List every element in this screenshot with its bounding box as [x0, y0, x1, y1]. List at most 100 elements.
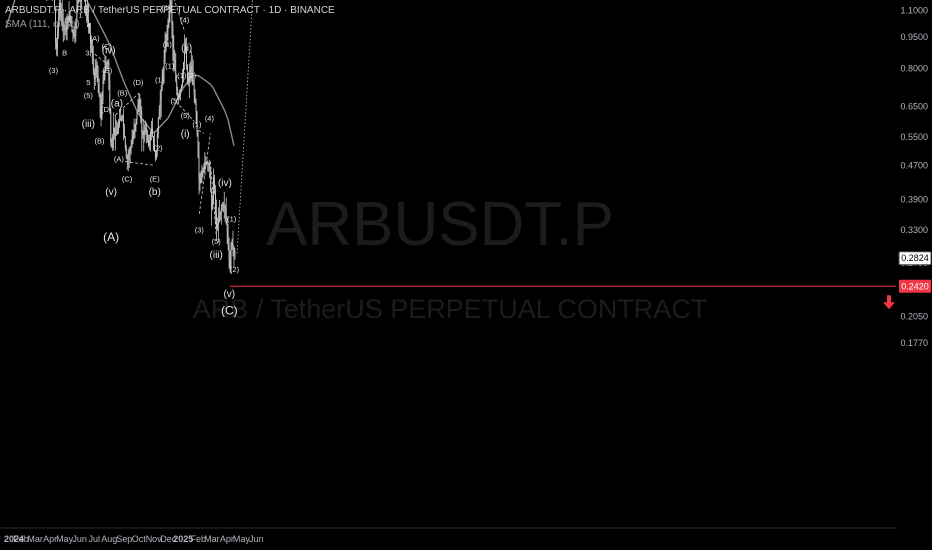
candle-body — [205, 162, 207, 163]
candle-body — [100, 109, 102, 119]
candle-body — [96, 65, 98, 75]
candle-body — [148, 139, 150, 146]
candle-body — [117, 129, 118, 134]
wave-label: (b) — [149, 187, 161, 198]
support-price-badge-text: 0.2420 — [901, 281, 929, 291]
candle-body — [175, 70, 177, 81]
candle-body — [209, 164, 211, 171]
candle-body — [179, 92, 181, 95]
candle-body — [196, 112, 198, 133]
wave-label: 3 — [85, 48, 89, 57]
time-tick-label: Apr — [220, 534, 234, 544]
candle-body — [216, 213, 217, 229]
candle-body — [133, 130, 135, 136]
time-tick-label: 2024 — [4, 534, 24, 544]
candle-body — [229, 260, 231, 268]
wave-label: (1) — [177, 71, 187, 80]
candle-body — [226, 218, 228, 232]
time-tick-label: Jun — [72, 534, 87, 544]
wave-label: (C) — [102, 42, 113, 51]
time-tick-label: Nov — [146, 534, 163, 544]
price-tick-label: 0.8000 — [900, 64, 928, 74]
candle-body — [131, 140, 133, 147]
candle-body — [207, 163, 209, 164]
time-tick-label: Aug — [101, 534, 117, 544]
candle-body — [56, 32, 58, 49]
time-axis-bg — [0, 528, 932, 550]
candle-body — [232, 243, 234, 247]
wave-label: 1 — [79, 10, 83, 19]
candle-body — [185, 47, 186, 52]
candle-body — [136, 112, 138, 120]
candle-body — [124, 137, 126, 148]
price-tick-label: 0.5500 — [900, 132, 928, 142]
candle-body — [114, 127, 116, 132]
candle-body — [161, 80, 163, 91]
candle-body — [173, 49, 175, 60]
candle-body — [73, 33, 75, 36]
candle-body — [71, 26, 73, 32]
wave-label: (a) — [111, 98, 123, 109]
candle-body — [102, 80, 104, 100]
candle-body — [92, 58, 94, 70]
dashed-trendline — [198, 133, 211, 215]
candle-body — [112, 136, 114, 148]
candle-body — [176, 80, 178, 91]
wave-label: (A) — [90, 34, 101, 43]
candle-body — [221, 206, 223, 209]
candle-body — [89, 32, 91, 41]
time-tick-label: 2025 — [173, 534, 193, 544]
candle-body — [55, 9, 56, 43]
candle-body — [192, 75, 194, 86]
candle-body — [111, 142, 113, 148]
wave-label: 5 — [86, 78, 90, 87]
candle-body — [189, 69, 191, 76]
candle-body — [63, 25, 65, 28]
candle-body — [188, 75, 190, 83]
candle-body — [228, 244, 230, 261]
candle-body — [211, 189, 213, 210]
candle-body — [154, 151, 156, 160]
candle-body — [143, 132, 145, 135]
candle-body — [220, 208, 222, 212]
time-tick-label: May — [56, 534, 74, 544]
wave-label: (4) — [180, 16, 190, 25]
wave-label: (E) — [150, 175, 161, 184]
candle-body — [197, 132, 199, 157]
candle-body — [121, 116, 123, 118]
candle-body — [181, 85, 183, 90]
candle-body — [75, 21, 77, 36]
candle-body — [167, 21, 169, 31]
wave-label: (v) — [105, 187, 117, 198]
candle-body — [70, 20, 72, 27]
candle-body — [200, 177, 202, 183]
last-price-badge-box — [898, 251, 932, 266]
dashed-trendline — [90, 50, 108, 65]
indicator-legend[interactable]: SMA (111, close) — [5, 19, 80, 30]
candle-body — [222, 204, 224, 207]
candle-body — [67, 19, 69, 26]
dashed-trendline — [173, 0, 186, 32]
candle-body — [204, 162, 206, 166]
candle-body — [217, 219, 219, 225]
candle-body — [231, 243, 233, 246]
wave-label: (3) — [171, 97, 181, 106]
candle-body — [178, 94, 180, 98]
candle-body — [129, 149, 131, 153]
candle-body — [86, 7, 87, 15]
candle-body — [65, 29, 67, 32]
watermark-description: ARB / TetherUS PERPETUAL CONTRACT — [193, 294, 708, 324]
wave-label: (4) — [205, 114, 215, 123]
candle-body — [66, 25, 68, 32]
candle-body — [194, 94, 196, 104]
candle-body — [108, 62, 110, 82]
support-price-badge-box — [899, 279, 931, 293]
price-axis-bg — [896, 0, 932, 550]
candle-body — [184, 51, 185, 63]
candle-body — [135, 119, 137, 126]
candle-body — [110, 112, 112, 143]
candle-body — [215, 190, 216, 214]
candle-body — [113, 127, 115, 137]
